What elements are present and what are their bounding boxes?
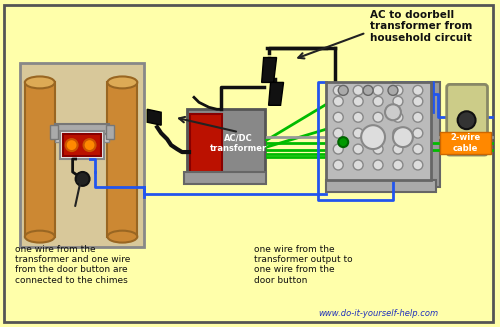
Circle shape [334,112,343,122]
Bar [25,82,54,237]
Circle shape [334,128,343,138]
Circle shape [353,85,363,95]
Text: 2-wire
cable: 2-wire cable [450,133,480,153]
Circle shape [393,128,403,138]
Circle shape [373,112,383,122]
Circle shape [338,137,348,147]
Circle shape [393,127,413,147]
Circle shape [76,172,90,186]
Text: AC/DC
transformer: AC/DC transformer [210,133,268,153]
Circle shape [361,125,385,149]
Circle shape [413,128,423,138]
Bar [54,134,110,142]
Circle shape [385,104,401,120]
Text: one wire from the
transformer and one wire
from the door button are
connected to: one wire from the transformer and one wi… [15,245,130,285]
Circle shape [373,96,383,106]
Polygon shape [268,82,283,105]
Circle shape [373,128,383,138]
Bar [62,134,102,156]
Circle shape [413,112,423,122]
Ellipse shape [108,231,138,243]
Ellipse shape [25,77,54,88]
Bar [187,109,264,177]
Circle shape [338,85,348,95]
Circle shape [413,144,423,154]
Circle shape [353,160,363,170]
Bar [190,114,222,172]
Circle shape [458,111,475,129]
Polygon shape [147,109,161,125]
Circle shape [413,160,423,170]
Circle shape [363,85,373,95]
Ellipse shape [108,77,138,88]
Circle shape [353,96,363,106]
Circle shape [373,160,383,170]
Text: one wire from the
transformer output to
one wire from the
door button: one wire from the transformer output to … [254,245,352,285]
Circle shape [353,144,363,154]
Bar [428,82,440,187]
Circle shape [393,144,403,154]
Bar [108,82,138,237]
Circle shape [334,96,343,106]
Circle shape [393,160,403,170]
Ellipse shape [25,231,54,243]
Bar [326,82,431,180]
Circle shape [373,85,383,95]
Circle shape [353,112,363,122]
Circle shape [334,144,343,154]
Bar [50,125,58,139]
Bar [184,172,266,184]
Circle shape [353,128,363,138]
Circle shape [413,96,423,106]
Bar [106,125,114,139]
Circle shape [66,139,78,151]
Bar [54,124,110,134]
Bar [440,132,492,154]
Bar [60,131,104,159]
FancyBboxPatch shape [446,84,488,155]
Bar [20,62,144,247]
Bar [326,180,436,192]
Circle shape [334,85,343,95]
Circle shape [393,96,403,106]
Circle shape [84,139,96,151]
Circle shape [373,144,383,154]
Circle shape [413,85,423,95]
Circle shape [388,85,398,95]
Text: AC to doorbell
transformer from
household circuit: AC to doorbell transformer from househol… [370,10,472,43]
Polygon shape [262,58,276,82]
Circle shape [393,85,403,95]
Circle shape [393,112,403,122]
Circle shape [334,160,343,170]
Text: www.do-it-yourself-help.com: www.do-it-yourself-help.com [318,309,438,318]
